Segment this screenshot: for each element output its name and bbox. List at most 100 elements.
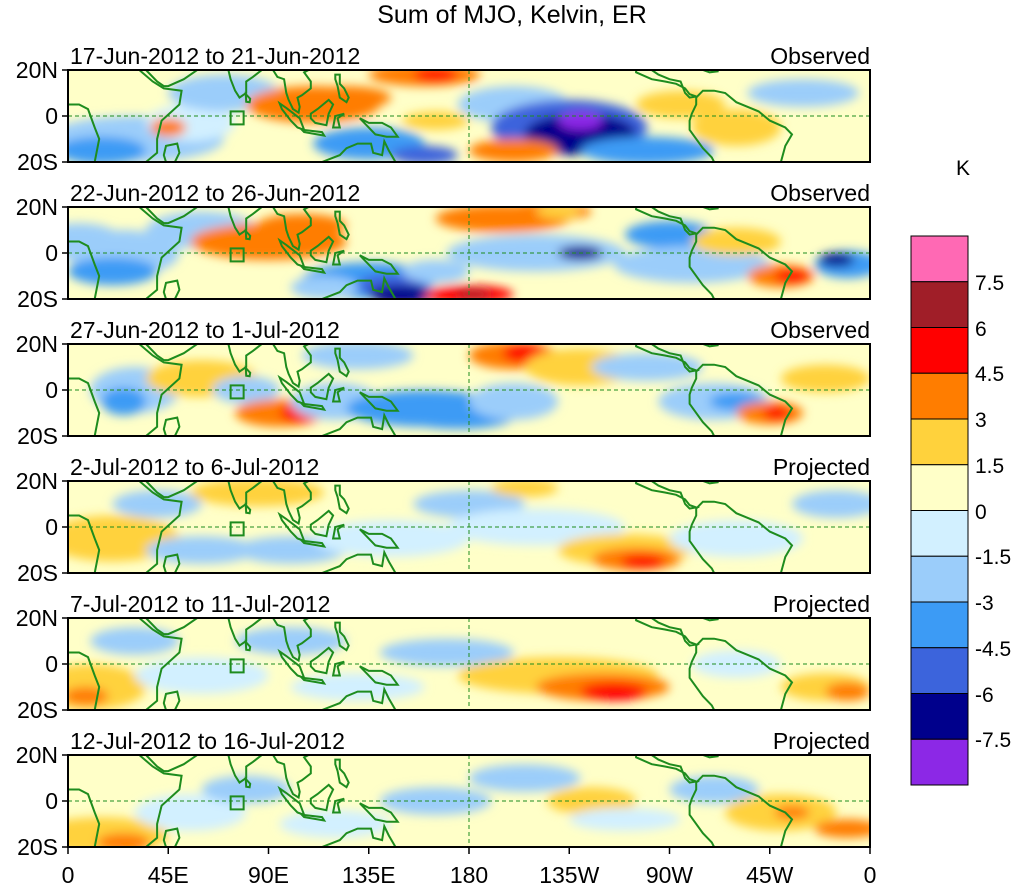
anomaly-blob [145, 536, 258, 564]
anomaly-blob [68, 257, 158, 286]
y-tick-label: 0 [45, 377, 58, 403]
colorbar-tick-label: -4.5 [975, 637, 1012, 661]
anomaly-blob [792, 490, 870, 518]
anomaly-blob [591, 353, 703, 381]
anomaly-blob [90, 627, 180, 655]
anomaly-blob [446, 234, 625, 272]
panel-date-range: 17-Jun-2012 to 21-Jun-2012 [70, 43, 361, 69]
colorbar-swatch [910, 235, 969, 283]
colorbar-tick-label: -3 [975, 592, 994, 615]
y-tick-label: 20N [15, 468, 58, 494]
panel-date-range: 27-Jun-2012 to 1-Jul-2012 [70, 317, 340, 343]
y-tick-label: 20S [17, 834, 58, 860]
colorbar-tick-label: 3 [975, 409, 987, 432]
colorbar-tick-label: 7.5 [975, 271, 1005, 295]
anomaly-blob [814, 819, 870, 838]
anomaly-blob [279, 810, 392, 838]
anomaly-blob [535, 207, 581, 219]
y-tick-label: 20S [17, 560, 58, 586]
anomaly-blob [818, 253, 855, 267]
y-tick-label: 20N [15, 57, 58, 83]
anomaly-blob [96, 833, 151, 847]
colorbar [910, 235, 969, 786]
x-tick-label: 45W [746, 862, 794, 888]
y-tick-label: 20S [17, 423, 58, 449]
anomaly-blob [469, 139, 559, 162]
colorbar-swatch [910, 327, 969, 374]
y-tick-label: 20S [17, 286, 58, 312]
colorbar-swatch [910, 418, 969, 466]
anomaly-blob [368, 285, 436, 299]
y-tick-label: 20N [15, 331, 58, 357]
coastlines [68, 481, 794, 573]
anomaly-blob [402, 259, 470, 283]
region-box [229, 247, 245, 263]
anomaly-blob [101, 387, 146, 416]
anomaly-blob [569, 807, 681, 831]
anomaly-blob [455, 289, 492, 299]
x-tick-label: 135W [539, 862, 600, 888]
anomaly-blob [201, 775, 291, 804]
x-tick-label: 0 [61, 862, 75, 888]
anomaly-blob [620, 554, 666, 569]
anomaly-blob [68, 687, 109, 706]
anomaly-blob [134, 657, 269, 694]
colorbar-tick-label: -7.5 [975, 729, 1012, 753]
colorbar-swatch [910, 738, 969, 786]
x-tick-label: 135E [341, 862, 396, 888]
colorbar-swatch [910, 464, 969, 511]
anomaly-blob [469, 383, 559, 420]
y-tick-label: 20N [15, 605, 58, 631]
colorbar-swatch [910, 647, 969, 694]
anomaly-blob [580, 682, 648, 701]
region-box [229, 384, 245, 400]
colorbar-tick-label: -6 [975, 683, 994, 707]
panel-status: Observed [770, 317, 870, 343]
coastlines [68, 755, 794, 847]
x-tick-label: 90W [645, 862, 694, 888]
panel-status: Projected [772, 728, 870, 754]
map-panel-4 [62, 480, 871, 574]
colorbar-tick-label: 1.5 [975, 454, 1005, 478]
region-box [229, 658, 245, 674]
y-tick-label: 0 [45, 788, 58, 814]
y-tick-label: 0 [45, 514, 58, 540]
anomaly-blob [290, 276, 358, 299]
panel-date-range: 2-Jul-2012 to 6-Jul-2012 [70, 454, 320, 480]
anomaly-blob [613, 246, 770, 283]
anomaly-blob [379, 638, 514, 667]
colorbar-swatch [910, 372, 969, 420]
map-panel-6 [62, 754, 871, 848]
anomaly-blob [391, 145, 458, 162]
anomaly-blob [691, 227, 781, 256]
anomaly-blob [774, 805, 810, 820]
colorbar-swatch [910, 281, 969, 328]
panel-status: Projected [772, 591, 870, 617]
anomaly-blob [68, 223, 124, 260]
x-tick-label: 90E [248, 862, 289, 888]
y-tick-label: 0 [45, 103, 58, 129]
coastlines [68, 70, 794, 162]
colorbar-swatch [910, 510, 969, 557]
anomaly-blob [546, 787, 637, 815]
anomaly-blob [558, 111, 603, 130]
anomaly-blob [669, 520, 804, 557]
map-panel-3 [62, 343, 871, 437]
coastlines [68, 344, 794, 436]
anomaly-blob [763, 406, 790, 420]
map-panels [62, 69, 871, 854]
anomaly-blob [774, 269, 810, 283]
region-box [229, 110, 245, 126]
anomaly-blob [413, 70, 458, 82]
colorbar-swatch [910, 601, 969, 649]
colorbar-tick-label: 4.5 [975, 363, 1005, 387]
panel-status: Projected [772, 454, 870, 480]
y-tick-label: 20S [17, 697, 58, 723]
anomaly-blob [68, 136, 146, 162]
y-tick-label: 20S [17, 149, 58, 175]
map-panel-5 [62, 617, 871, 711]
anomaly-blob [446, 508, 625, 546]
anomaly-blob [825, 682, 870, 701]
anomaly-blob [402, 111, 470, 130]
coastlines [68, 207, 794, 299]
